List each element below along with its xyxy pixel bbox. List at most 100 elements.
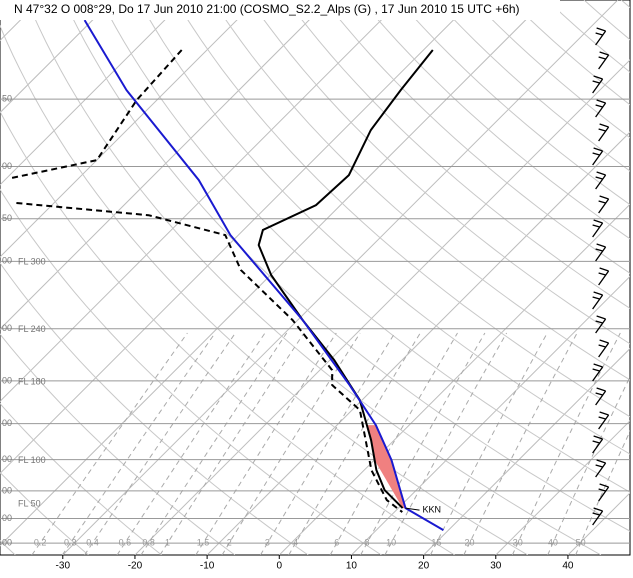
flight-level-label: FL 50 [18, 499, 41, 509]
flight-level-label: FL 100 [18, 455, 46, 465]
isotherm [0, 0, 330, 330]
mixing-ratio-label: 50 [576, 538, 586, 548]
x-tick-label: -30 [56, 561, 71, 572]
wind-barb [598, 411, 610, 430]
isotherm [0, 0, 258, 258]
x-tick-label: 20 [418, 561, 430, 572]
title-box [0, 0, 560, 20]
profile-line [83, 19, 444, 531]
dry-adiabat [360, 0, 630, 240]
wind-barb [592, 75, 604, 94]
wind-barb [592, 363, 604, 382]
mixing-ratio-label: 8 [364, 538, 369, 548]
y-tick-label: 00 [2, 513, 12, 523]
profile-line [257, 49, 434, 509]
mixing-ratio-line [260, 332, 396, 555]
isotherm [495, 420, 630, 555]
wind-barb [592, 147, 604, 166]
wind-barb [592, 219, 604, 238]
mixing-ratio-line [31, 332, 188, 555]
profiles [10, 19, 610, 531]
dry-adiabat [0, 402, 162, 555]
mixing-ratio-label: 0.3 [64, 538, 77, 548]
mixing-ratio-label: 10 [386, 538, 396, 548]
dry-adiabat [26, 0, 602, 555]
dry-adiabat [0, 333, 236, 555]
chart-title: N 47°32 O 008°29, Do 17 Jun 2010 21:00 (… [14, 2, 520, 16]
wind-barb [592, 507, 604, 526]
mixing-ratio-label: 2 [227, 538, 232, 548]
annotation-line [405, 507, 420, 511]
dry-adiabat [212, 0, 630, 381]
y-tick-label: 00 [2, 375, 12, 385]
wind-barb [592, 291, 604, 310]
flight-level-label: FL 180 [18, 376, 46, 386]
wind-barb [598, 483, 610, 502]
dry-adiabat [0, 262, 309, 555]
dry-adiabat [472, 0, 630, 139]
wind-barb [595, 315, 607, 334]
mixing-ratio-label: 15 [431, 538, 441, 548]
mixing-ratio-label: 3 [265, 538, 270, 548]
dry-adiabat [509, 0, 630, 106]
x-tick-label: -10 [200, 561, 215, 572]
mixing-ratio-line [429, 332, 548, 555]
dry-adiabat [435, 0, 630, 172]
mixing-ratio-label: 20 [465, 538, 475, 548]
isotherm [351, 275, 630, 555]
dry-adiabat [137, 0, 630, 455]
y-tick-label: 00 [2, 485, 12, 495]
x-tick-label: -20 [128, 561, 143, 572]
profile-line [10, 49, 403, 513]
wind-barb [598, 339, 610, 358]
mixing-ratio-label: 0.8 [142, 538, 155, 548]
y-tick-label: 00 [2, 161, 12, 171]
annotation-label: KKN [423, 505, 442, 515]
dry-adiabat [286, 0, 630, 309]
wind-barb [598, 195, 610, 214]
mixing-ratio-label: 0.2 [34, 538, 47, 548]
wind-barb [595, 459, 607, 478]
isotherm [134, 59, 630, 555]
mixing-ratio-line [360, 332, 486, 555]
dry-adiabat [100, 0, 630, 493]
y-tick-label: 50 [2, 94, 12, 104]
labels: 0.2 0.3 0.4 0.6 0.8 1 1.5 2 3 4 6 8 10 15 20 30 40 50 50 00… [2, 94, 586, 548]
dry-adiabat [63, 0, 630, 532]
dry-adiabat [0, 188, 382, 555]
mixing-ratio-label: 0.6 [119, 538, 132, 548]
isotherm [0, 0, 113, 114]
dry-adiabat [0, 110, 455, 555]
cape-area [366, 425, 406, 509]
mixing-ratio-label: 1 [165, 538, 170, 548]
dry-adiabat [323, 0, 630, 274]
mixing-ratio-label: 4 [293, 538, 298, 548]
x-tick-label: 40 [562, 561, 574, 572]
mixing-ratio-line [463, 332, 578, 555]
mixing-ratio-line [195, 332, 337, 555]
flight-level-label: FL 300 [18, 257, 46, 267]
mixing-ratio-line [221, 332, 361, 555]
wind-barb [598, 123, 610, 142]
dry-adiabat [249, 0, 630, 345]
y-tick-label: 00 [2, 418, 12, 428]
isotherm [0, 0, 474, 475]
wind-barb [598, 51, 610, 70]
mixing-ratio-line [329, 332, 458, 555]
y-tick-label: 50 [2, 213, 12, 223]
wind-barb [595, 99, 607, 118]
mixing-ratio-label: 1.5 [197, 538, 210, 548]
flight-level-label: FL 240 [18, 324, 46, 334]
wind-barb [595, 171, 607, 190]
isotherm [206, 131, 630, 555]
wind-barb [595, 27, 607, 46]
y-tick-label: 00 [2, 538, 12, 548]
wind-barb [598, 267, 610, 286]
y-tick-label: 00 [2, 256, 12, 266]
mixing-ratio-label: 0.4 [86, 538, 99, 548]
x-tick-label: 10 [346, 561, 358, 572]
mixing-ratio-label: 6 [334, 538, 339, 548]
wind-barb [595, 387, 607, 406]
x-tick-label: 30 [490, 561, 502, 572]
